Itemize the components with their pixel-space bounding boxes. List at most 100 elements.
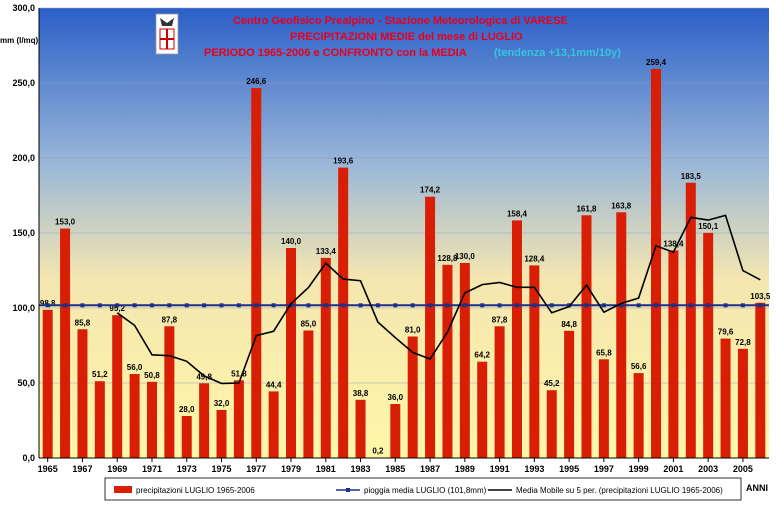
mean-marker (132, 303, 137, 308)
mean-marker (514, 303, 519, 308)
bar (616, 212, 627, 458)
x-tick-label: 1985 (385, 464, 405, 474)
y-tick-labels: 0,0 50,0 100,0 150,0 200,0 250,0 300,0 (12, 3, 35, 463)
bar-value-label: 36,0 (388, 393, 404, 402)
bar-value-label: 158,4 (507, 209, 528, 218)
bar-value-label: 138,4 (663, 239, 684, 248)
bar-value-label: 193,6 (333, 157, 354, 166)
legend-mean-label: pioggia media LUGLIO (101,8mm) (364, 486, 487, 495)
mean-marker (601, 303, 606, 308)
x-tick-label: 1967 (72, 464, 92, 474)
mean-marker (584, 303, 589, 308)
bar-value-label: 87,8 (162, 315, 178, 324)
bar-value-label: 51,2 (92, 370, 108, 379)
bar (355, 399, 366, 458)
mean-marker (723, 303, 728, 308)
bar-value-label: 85,0 (301, 320, 317, 329)
bar (564, 330, 575, 458)
bar-value-label: 153,0 (55, 218, 76, 227)
bar (112, 315, 123, 458)
bar (651, 68, 662, 459)
bar-value-label: 45,2 (544, 379, 560, 388)
legend: precipitazioni LUGLIO 1965-2006 pioggia … (104, 477, 742, 501)
mean-marker (80, 303, 85, 308)
mean-marker (358, 303, 363, 308)
bar (268, 391, 279, 458)
mean-marker (706, 303, 711, 308)
gridlines (39, 7, 769, 384)
bar (581, 215, 592, 458)
legend-bars-label: precipitazioni LUGLIO 1965-2006 (136, 486, 255, 495)
mean-marker (45, 303, 50, 308)
bar (320, 257, 331, 458)
x-tick-label: 1971 (142, 464, 162, 474)
bar-value-label: 56,0 (127, 363, 143, 372)
mean-marker (393, 303, 398, 308)
y-tick-label: 250,0 (12, 78, 35, 88)
mean-marker (410, 303, 415, 308)
bar-value-label: 51,8 (231, 369, 247, 378)
x-tick-label: 1991 (490, 464, 510, 474)
bar-value-label: 65,8 (596, 348, 612, 357)
bar (303, 330, 314, 458)
bar-value-label: 44,4 (266, 380, 282, 389)
bar (164, 326, 175, 458)
mean-marker (341, 303, 346, 308)
legend-mean-marker (346, 488, 350, 492)
bar (199, 383, 210, 458)
x-tick-label: 1983 (351, 464, 371, 474)
bar-value-label: 163,8 (611, 201, 632, 210)
bar-value-label: 56,6 (631, 362, 647, 371)
bar-value-label: 128,4 (524, 254, 545, 263)
y-tick-label: 100,0 (12, 303, 35, 313)
mean-marker (97, 303, 102, 308)
x-tick-label: 1999 (629, 464, 649, 474)
bars (42, 68, 766, 459)
bar (77, 329, 88, 458)
y-tick-label: 50,0 (17, 378, 35, 388)
x-tick-label: 1979 (281, 464, 301, 474)
bar (216, 410, 227, 458)
mean-marker (375, 303, 380, 308)
bar-value-label: 84,8 (561, 320, 577, 329)
mean-marker (254, 303, 259, 308)
bar (459, 263, 470, 458)
trend-note: (tendenza +13,1mm/10y) (494, 47, 621, 59)
mean-marker (758, 303, 763, 308)
mean-marker (63, 303, 68, 308)
mean-marker (549, 303, 554, 308)
bar (129, 374, 140, 458)
mean-marker (202, 303, 207, 308)
bar-value-label: 133,4 (316, 247, 337, 256)
bar (407, 336, 418, 458)
bar (685, 182, 696, 458)
bar-value-label: 79,6 (718, 328, 734, 337)
y-tick-label: 0,0 (22, 453, 35, 463)
bar-value-label: 38,8 (353, 389, 369, 398)
x-tick-label: 1965 (38, 464, 58, 474)
mean-marker (149, 303, 154, 308)
bar (529, 265, 540, 458)
bar-value-label: 81,0 (405, 326, 421, 335)
bar (425, 196, 436, 458)
y-tick-label: 200,0 (12, 153, 35, 163)
y-tick-label: 150,0 (12, 228, 35, 238)
bar (146, 381, 157, 458)
x-tick-label: 1981 (316, 464, 336, 474)
bar (390, 404, 401, 458)
x-tick-label: 1995 (559, 464, 579, 474)
mean-marker (289, 303, 294, 308)
bar-value-label: 103,5 (750, 292, 771, 301)
bar (703, 232, 714, 458)
x-tick-label: 2003 (698, 464, 718, 474)
bar-value-label: 174,2 (420, 186, 441, 195)
bar (233, 380, 244, 458)
mean-marker (445, 303, 450, 308)
bar (720, 338, 731, 458)
bar-value-label: 130,0 (455, 252, 476, 261)
y-tick-label: 300,0 (12, 3, 35, 13)
mean-marker (271, 303, 276, 308)
chart-title-line-3: PERIODO 1965-2006 e CONFRONTO con la MED… (204, 47, 467, 59)
bar-value-label: 259,4 (646, 58, 667, 67)
bar-value-label: 64,2 (474, 351, 490, 360)
